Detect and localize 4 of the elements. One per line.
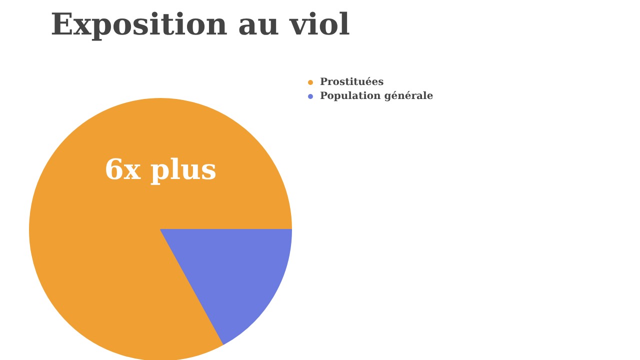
text: 6x plus — [104, 153, 217, 186]
legend-label: Prostituées — [320, 76, 384, 88]
legend-label: Population générale — [320, 90, 434, 102]
chart-title: Exposition au viol — [50, 8, 350, 42]
